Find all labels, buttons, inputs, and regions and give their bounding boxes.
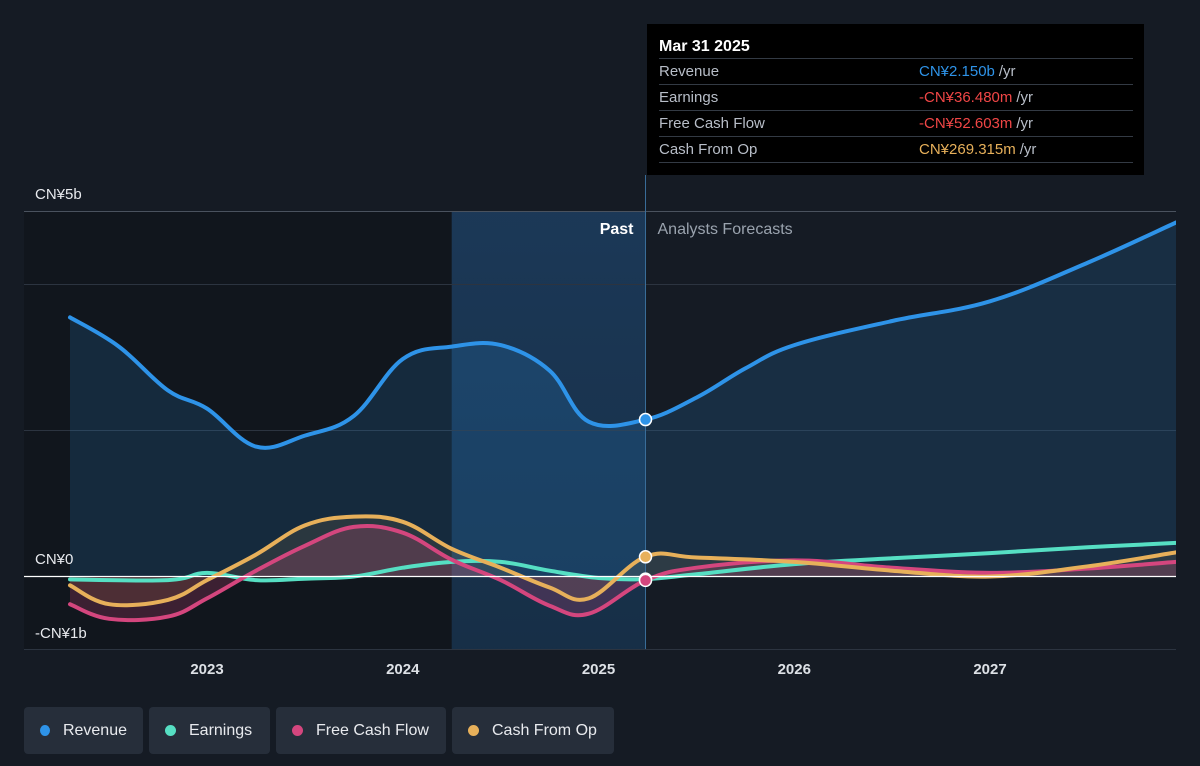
tooltip-row-cash-from-op: Cash From Op CN¥269.315m /yr (659, 136, 1133, 163)
revenue-marker (638, 412, 653, 427)
legend-label: Earnings (189, 721, 253, 739)
legend-label: Revenue (62, 721, 127, 739)
tooltip-unit: /yr (1016, 89, 1034, 106)
cash-from-op-dot-icon (468, 725, 479, 736)
y-tick-label: -CN¥1b (35, 625, 87, 642)
legend-label: Cash From Op (492, 721, 597, 739)
cash-from-op-area (70, 516, 1176, 606)
tooltip-row-free-cash-flow: Free Cash Flow -CN¥52.603m /yr (659, 110, 1133, 136)
x-tick-label: 2024 (386, 661, 420, 678)
tooltip-label: Free Cash Flow (659, 115, 765, 132)
tooltip-label: Revenue (659, 63, 720, 80)
revenue-area (70, 222, 1176, 577)
tooltip-label: Cash From Op (659, 141, 758, 158)
free-cash-flow-marker (638, 573, 653, 588)
x-tick-label: 2023 (190, 661, 223, 678)
forecast-label: Analysts Forecasts (658, 221, 793, 238)
cash-from-op-line (68, 514, 1176, 608)
x-tick-label: 2027 (973, 661, 1006, 678)
earnings-dot-icon (165, 725, 176, 736)
legend-item-revenue[interactable]: Revenue (24, 707, 143, 754)
tooltip-row-revenue: Revenue CN¥2.150b /yr (659, 58, 1133, 84)
tooltip-date: Mar 31 2025 (659, 38, 750, 55)
x-tick-label: 2025 (582, 661, 615, 678)
cash-from-op-marker (638, 550, 653, 564)
earnings-line (68, 540, 1176, 583)
revenue-dot-icon (40, 725, 50, 736)
past-label: Past (600, 221, 634, 238)
tooltip-unit: /yr (998, 63, 1016, 80)
free-cash-flow-line (68, 523, 1176, 623)
revenue-line (68, 220, 1176, 450)
tooltip-unit: /yr (1016, 115, 1034, 132)
legend-item-earnings[interactable]: Earnings (149, 707, 270, 754)
legend: Revenue Earnings Free Cash Flow Cash Fro… (24, 707, 614, 754)
y-tick-label: CN¥0 (35, 551, 73, 568)
tooltip-row-earnings: Earnings -CN¥36.480m /yr (659, 84, 1133, 110)
free-cash-flow-area (70, 525, 1176, 621)
legend-item-free-cash-flow[interactable]: Free Cash Flow (276, 707, 446, 754)
tooltip-value: CN¥2.150b (919, 63, 995, 80)
plot-group (68, 220, 1176, 623)
tooltip-unit: /yr (1019, 141, 1037, 158)
tooltip-label: Earnings (659, 89, 719, 106)
tooltip-value: -CN¥36.480m (919, 89, 1013, 106)
tooltip-panel: Mar 31 2025 Revenue CN¥2.150b /yr Earnin… (647, 24, 1144, 175)
x-tick-label: 2026 (778, 661, 811, 678)
tooltip-value: CN¥269.315m (919, 141, 1016, 158)
free-cash-flow-dot-icon (292, 725, 303, 736)
y-tick-label: CN¥5b (35, 186, 82, 203)
tooltip-value: -CN¥52.603m (919, 115, 1013, 132)
legend-label: Free Cash Flow (316, 721, 429, 739)
chart-area: CN¥5b CN¥0 -CN¥1b 2023 2024 2025 2026 2027 Past A… (24, 175, 1176, 678)
legend-item-cash-from-op[interactable]: Cash From Op (452, 707, 614, 754)
